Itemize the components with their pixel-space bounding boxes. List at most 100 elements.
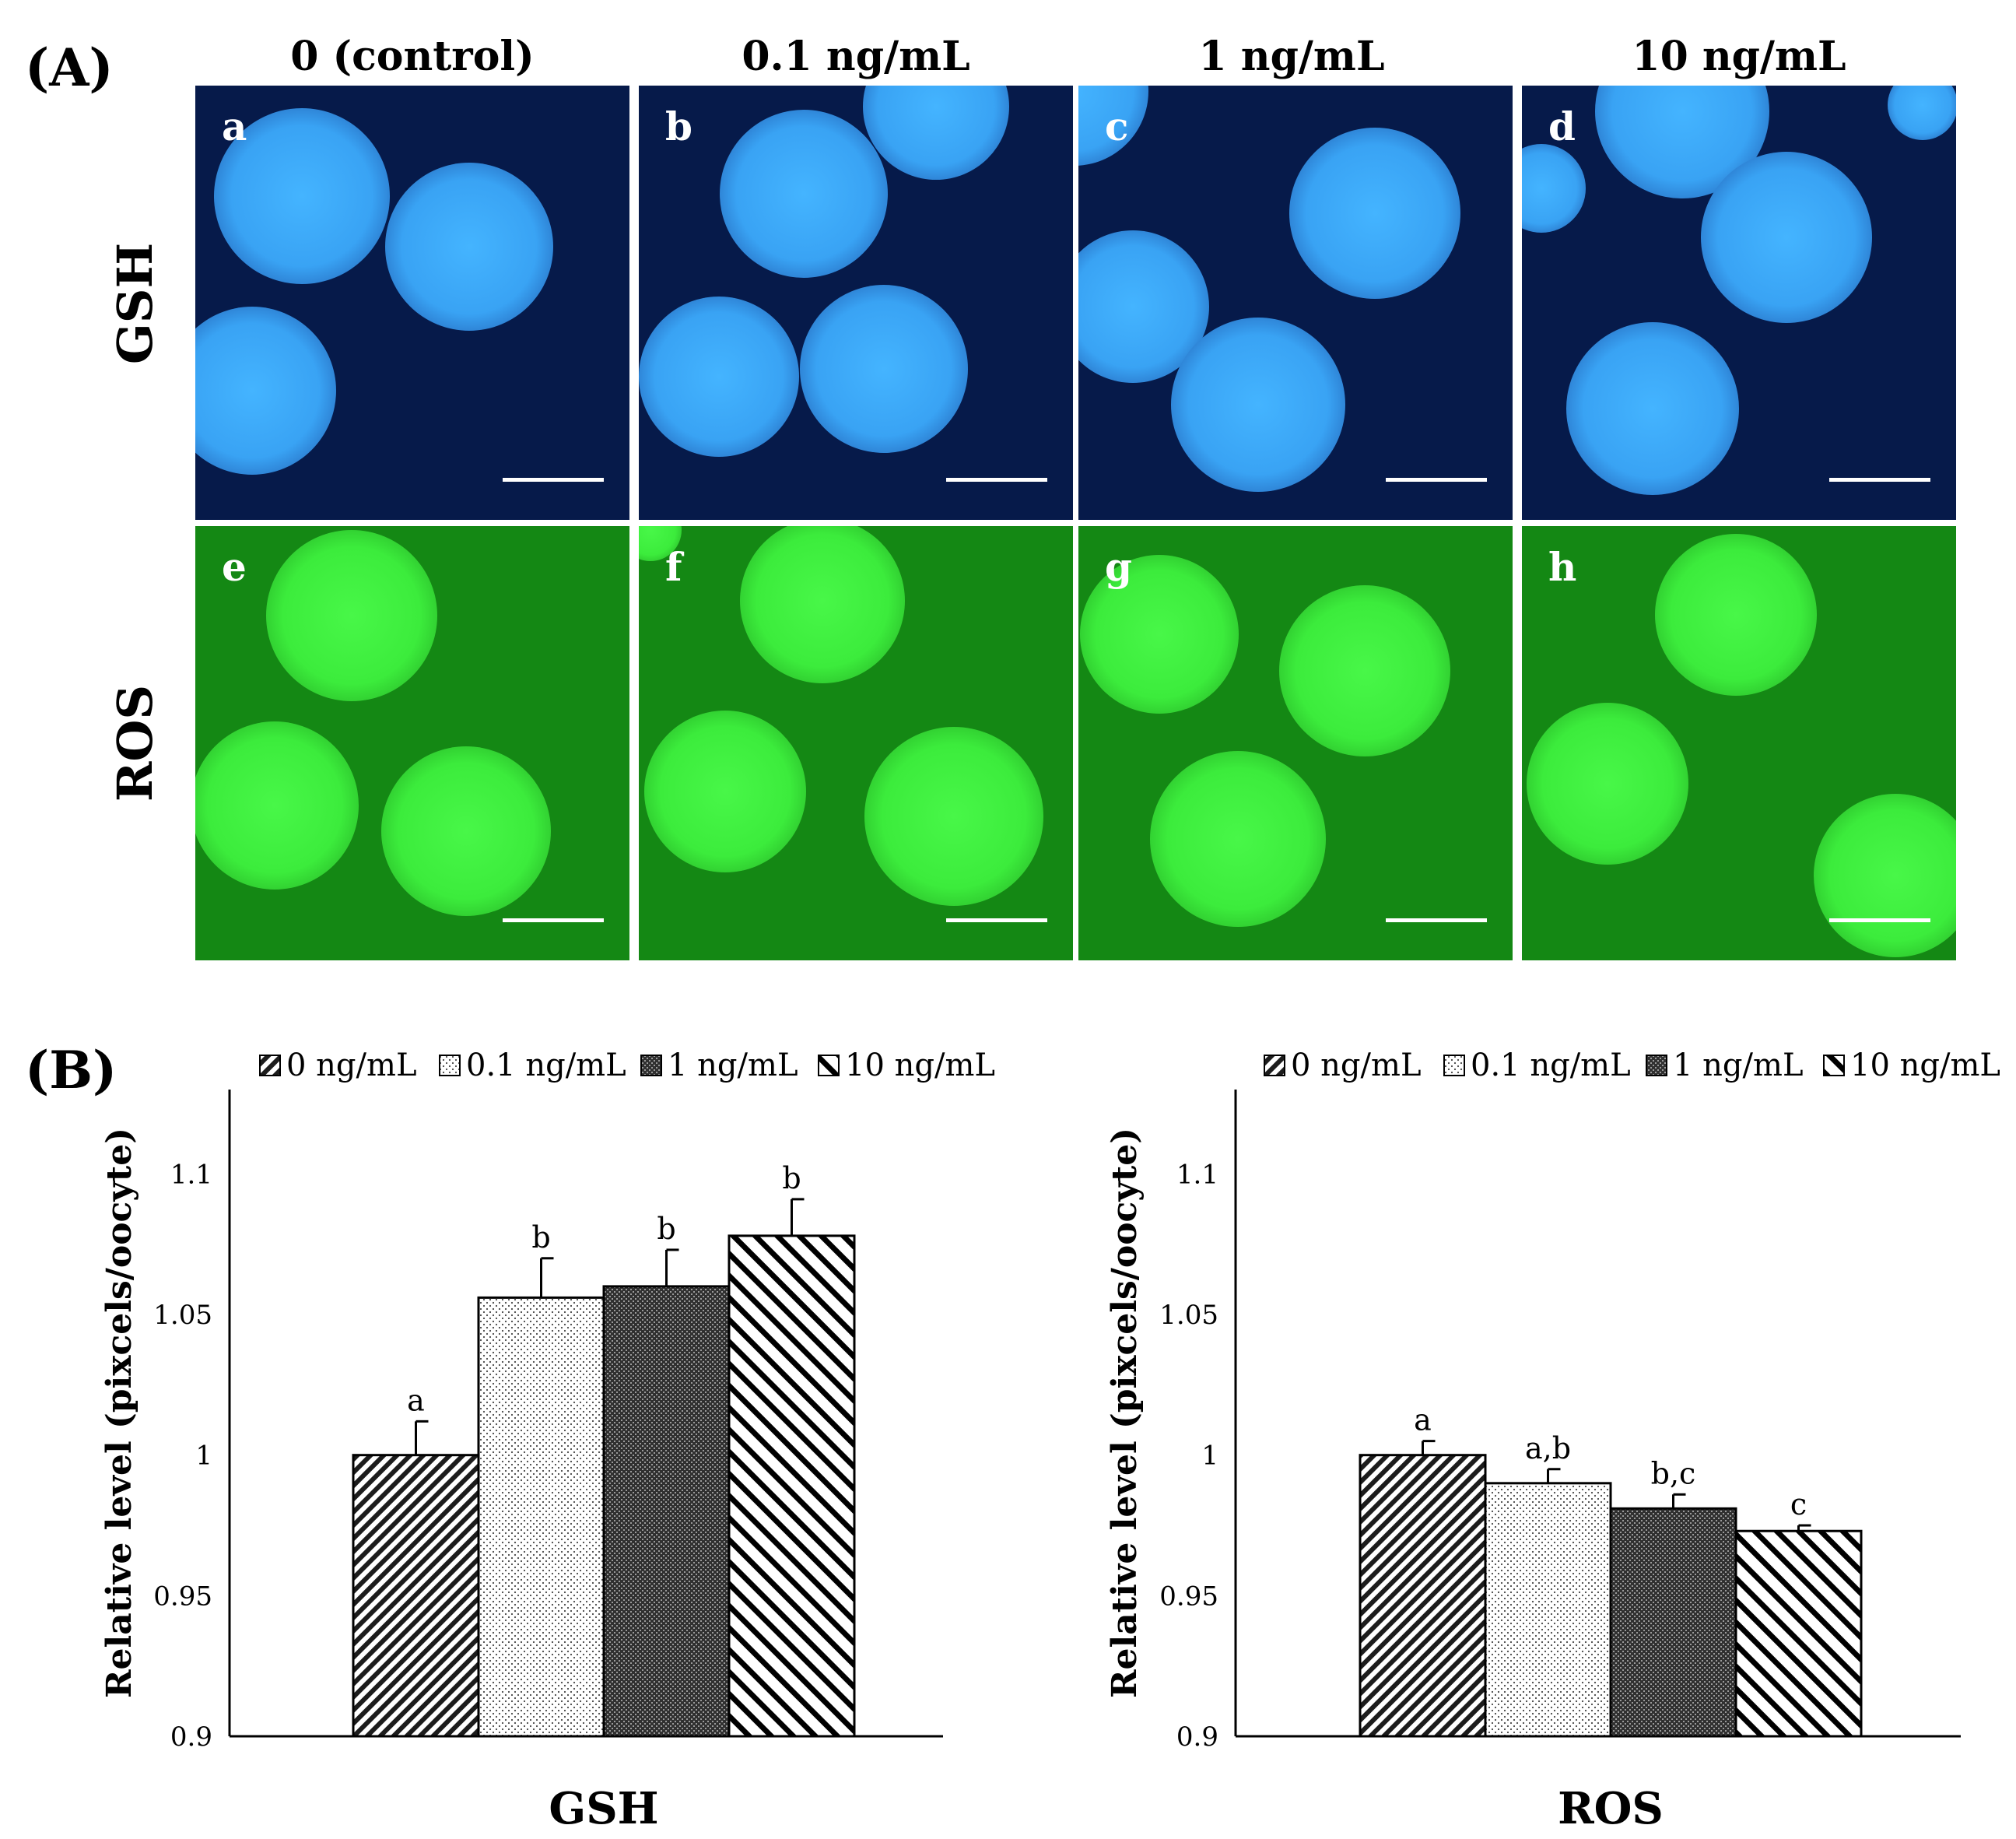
- oocyte: [720, 110, 888, 278]
- bar: [1609, 1507, 1737, 1738]
- significance-label: b: [657, 1212, 675, 1246]
- column-header-10: 10 ng/mL: [1632, 33, 1846, 80]
- bar: [352, 1454, 480, 1738]
- oocyte: [214, 108, 390, 284]
- tile-letter: e: [222, 544, 247, 590]
- significance-label: b: [782, 1161, 801, 1195]
- tile-letter: b: [665, 104, 692, 149]
- oocyte: [195, 307, 336, 475]
- micrograph-tile: e: [195, 526, 629, 960]
- bar: [477, 1296, 605, 1738]
- scale-bar: [503, 918, 604, 922]
- x-axis-label: ROS: [1558, 1783, 1664, 1834]
- y-tick-label: 1: [195, 1441, 212, 1472]
- column-header-control: 0 (control): [290, 33, 535, 80]
- legend-swatch: [259, 1055, 281, 1076]
- oocyte: [1814, 794, 1956, 957]
- bar: [602, 1285, 731, 1738]
- oocyte: [1888, 86, 1956, 140]
- micrograph-tile: c: [1078, 86, 1513, 520]
- legend-label: 1 ng/mL: [668, 1048, 798, 1083]
- micrograph-tile: a: [195, 86, 629, 520]
- significance-label: a: [407, 1383, 425, 1417]
- oocyte: [1078, 230, 1209, 383]
- legend-item: 10 ng/mL: [818, 1048, 995, 1083]
- micrograph-tile: g: [1078, 526, 1513, 960]
- significance-label: b,c: [1651, 1456, 1696, 1490]
- oocyte: [381, 746, 551, 916]
- legend-swatch: [1823, 1055, 1845, 1076]
- oocyte: [1522, 144, 1586, 233]
- oocyte: [195, 721, 359, 890]
- legend-item: 0 ng/mL: [1264, 1048, 1422, 1083]
- tile-letter: c: [1105, 104, 1128, 149]
- tile-letter: d: [1548, 104, 1576, 149]
- oocyte: [1078, 86, 1148, 166]
- legend-label: 0.1 ng/mL: [1471, 1048, 1631, 1083]
- oocyte: [863, 86, 1009, 180]
- oocyte: [1527, 703, 1688, 865]
- legend-label: 0.1 ng/mL: [466, 1048, 626, 1083]
- y-tick-label: 1.05: [1159, 1300, 1218, 1331]
- y-tick-label: 0.95: [153, 1581, 212, 1612]
- bar: [1484, 1482, 1612, 1738]
- micrograph-tile: b: [639, 86, 1073, 520]
- legend-item: 10 ng/mL: [1823, 1048, 2000, 1083]
- x-axis-label: GSH: [549, 1783, 658, 1834]
- oocyte: [266, 530, 437, 701]
- row-label-ros: ROS: [107, 685, 163, 802]
- oocyte: [1566, 322, 1739, 495]
- oocyte: [1150, 751, 1326, 927]
- oocyte: [1595, 86, 1769, 198]
- micrograph-tile: f: [639, 526, 1073, 960]
- oocyte: [1171, 318, 1345, 492]
- bar: [728, 1234, 856, 1738]
- legend-swatch: [439, 1055, 461, 1076]
- scale-bar: [946, 478, 1047, 482]
- scale-bar: [946, 918, 1047, 922]
- y-axis-label: Relative level (pixcels/oocyte): [100, 1128, 139, 1698]
- oocyte: [1279, 585, 1450, 756]
- significance-label: b: [531, 1220, 550, 1255]
- scale-bar: [1386, 478, 1487, 482]
- bar: [1359, 1454, 1487, 1738]
- tile-letter: a: [222, 104, 247, 149]
- oocyte: [1289, 128, 1460, 299]
- column-header-1: 1 ng/mL: [1198, 33, 1384, 80]
- scale-bar: [1829, 478, 1930, 482]
- micrograph-tile: h: [1522, 526, 1956, 960]
- legend-item: 0.1 ng/mL: [1443, 1048, 1631, 1083]
- legend-item: 1 ng/mL: [1646, 1048, 1804, 1083]
- column-header-0.1: 0.1 ng/mL: [742, 33, 969, 80]
- panel-b-label: (B): [25, 1040, 117, 1100]
- y-axis-label: Relative level (pixcels/oocyte): [1105, 1128, 1145, 1698]
- legend-item: 1 ng/mL: [640, 1048, 798, 1083]
- scale-bar: [503, 478, 604, 482]
- legend-label: 10 ng/mL: [845, 1048, 995, 1083]
- y-tick-label: 1: [1201, 1441, 1218, 1472]
- row-label-gsh: GSH: [107, 243, 163, 364]
- oocyte: [740, 526, 905, 683]
- significance-label: a: [1414, 1403, 1432, 1437]
- legend-swatch: [1646, 1055, 1667, 1076]
- legend-swatch: [640, 1055, 662, 1076]
- oocyte: [800, 285, 968, 453]
- y-tick-label: 0.9: [170, 1721, 212, 1753]
- legend-item: 0 ng/mL: [259, 1048, 417, 1083]
- significance-label: c: [1790, 1487, 1807, 1521]
- oocyte: [1701, 152, 1872, 323]
- legend-label: 0 ng/mL: [1291, 1048, 1422, 1083]
- scale-bar: [1386, 918, 1487, 922]
- legend-label: 0 ng/mL: [286, 1048, 417, 1083]
- oocyte: [864, 727, 1043, 906]
- tile-letter: g: [1105, 544, 1132, 590]
- oocyte: [385, 163, 553, 331]
- tile-letter: f: [665, 544, 685, 590]
- ros-bar-chart: 0 ng/mL 0.1 ng/mL 1 ng/mL 10 ng/mL 0.9 0.95 1 1…: [1105, 1048, 2000, 1834]
- legend-swatch: [1443, 1055, 1465, 1076]
- y-tick-label: 1.1: [170, 1159, 212, 1190]
- oocyte: [1080, 555, 1239, 714]
- oocyte: [639, 297, 799, 457]
- tile-letter: h: [1548, 544, 1576, 590]
